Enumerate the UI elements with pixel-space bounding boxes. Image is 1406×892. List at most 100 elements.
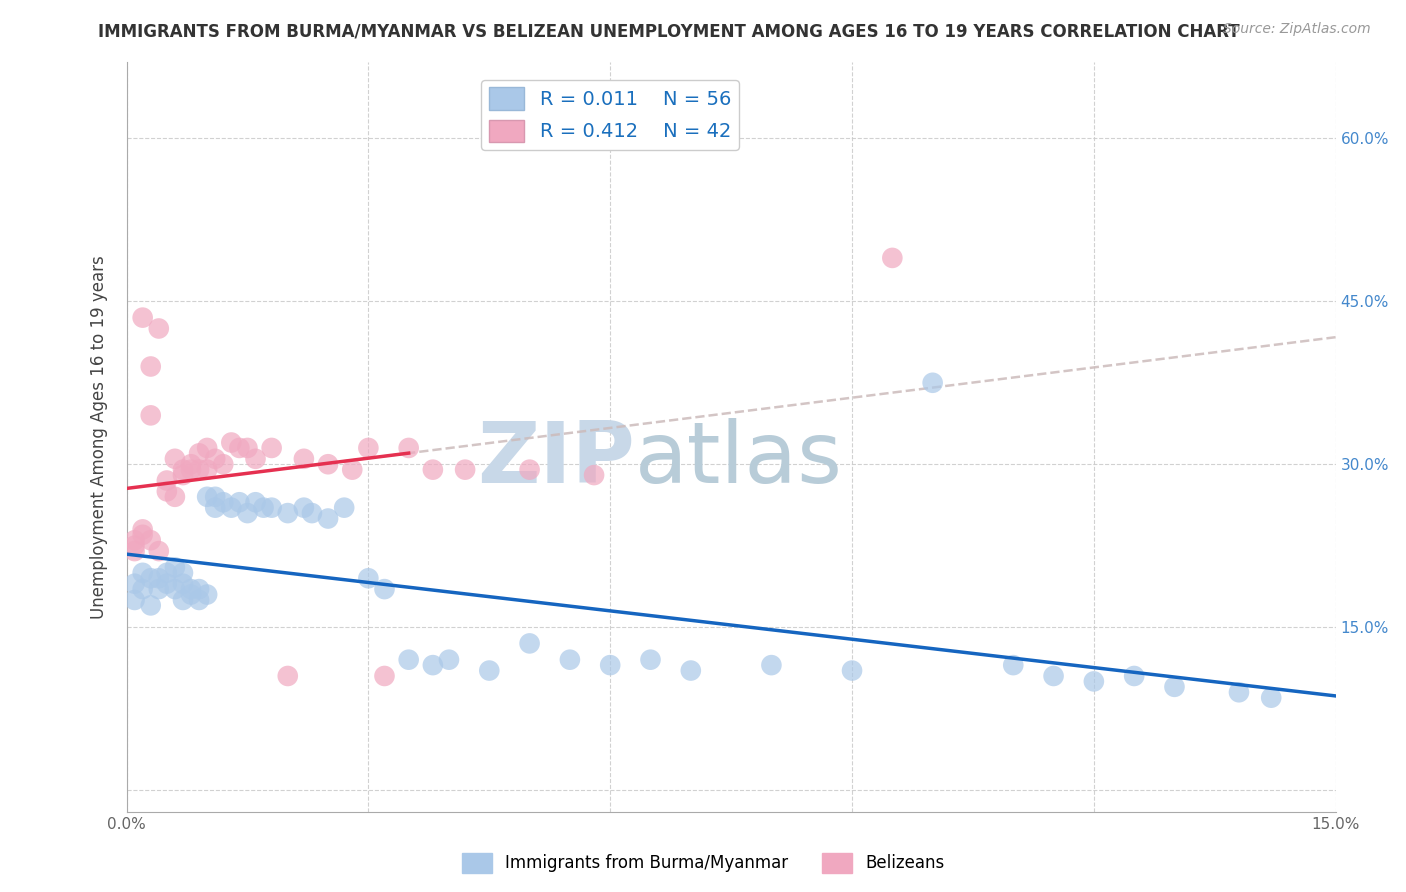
Point <box>583 468 606 483</box>
Point <box>204 451 226 466</box>
Point <box>163 490 186 504</box>
Point <box>172 576 194 591</box>
Point <box>1260 690 1282 705</box>
Point <box>172 566 194 580</box>
Point <box>163 582 186 596</box>
Legend: Immigrants from Burma/Myanmar, Belizeans: Immigrants from Burma/Myanmar, Belizeans <box>456 847 950 880</box>
Point <box>316 457 339 471</box>
Point <box>195 490 218 504</box>
Point <box>761 658 783 673</box>
Point <box>172 593 194 607</box>
Point <box>188 582 211 596</box>
Point <box>1163 680 1185 694</box>
Point <box>558 653 581 667</box>
Point <box>260 500 283 515</box>
Text: Source: ZipAtlas.com: Source: ZipAtlas.com <box>1223 22 1371 37</box>
Point <box>180 582 202 596</box>
Point <box>236 441 259 455</box>
Point <box>131 566 153 580</box>
Point <box>316 511 339 525</box>
Point <box>437 653 460 667</box>
Point <box>292 451 315 466</box>
Point <box>180 457 202 471</box>
Point <box>841 664 863 678</box>
Point <box>519 636 541 650</box>
Point <box>180 463 202 477</box>
Point <box>1083 674 1105 689</box>
Point <box>148 544 170 558</box>
Point <box>1123 669 1146 683</box>
Point <box>131 582 153 596</box>
Point <box>882 251 904 265</box>
Point <box>1227 685 1250 699</box>
Point <box>131 310 153 325</box>
Point <box>236 506 259 520</box>
Point <box>124 576 146 591</box>
Point <box>188 593 211 607</box>
Point <box>228 495 250 509</box>
Text: atlas: atlas <box>634 418 842 501</box>
Text: ZIP: ZIP <box>477 418 634 501</box>
Point <box>148 321 170 335</box>
Point <box>163 451 186 466</box>
Point <box>1042 669 1064 683</box>
Point <box>204 490 226 504</box>
Point <box>357 571 380 585</box>
Point <box>172 468 194 483</box>
Point <box>163 560 186 574</box>
Point <box>195 441 218 455</box>
Point <box>188 463 211 477</box>
Point <box>1002 658 1025 673</box>
Y-axis label: Unemployment Among Ages 16 to 19 years: Unemployment Among Ages 16 to 19 years <box>90 255 108 619</box>
Point <box>454 463 477 477</box>
Point <box>124 533 146 548</box>
Point <box>139 571 162 585</box>
Point <box>195 463 218 477</box>
Point <box>124 544 146 558</box>
Text: IMMIGRANTS FROM BURMA/MYANMAR VS BELIZEAN UNEMPLOYMENT AMONG AGES 16 TO 19 YEARS: IMMIGRANTS FROM BURMA/MYANMAR VS BELIZEA… <box>98 22 1240 40</box>
Point <box>252 500 274 515</box>
Point <box>156 474 179 488</box>
Point <box>599 658 621 673</box>
Point <box>221 500 243 515</box>
Point <box>245 495 267 509</box>
Point <box>422 658 444 673</box>
Point <box>398 441 420 455</box>
Point <box>195 588 218 602</box>
Point <box>301 506 323 520</box>
Point <box>228 441 250 455</box>
Point <box>139 359 162 374</box>
Point <box>478 664 501 678</box>
Point <box>180 588 202 602</box>
Point <box>212 495 235 509</box>
Point <box>139 409 162 423</box>
Point <box>131 522 153 536</box>
Point <box>679 664 702 678</box>
Point <box>921 376 943 390</box>
Point <box>204 500 226 515</box>
Point <box>519 463 541 477</box>
Point <box>398 653 420 667</box>
Point <box>292 500 315 515</box>
Point <box>422 463 444 477</box>
Point <box>156 566 179 580</box>
Point <box>124 539 146 553</box>
Point <box>221 435 243 450</box>
Point <box>148 571 170 585</box>
Point <box>156 484 179 499</box>
Point <box>131 528 153 542</box>
Point <box>333 500 356 515</box>
Point <box>373 669 395 683</box>
Point <box>212 457 235 471</box>
Point <box>373 582 395 596</box>
Point <box>188 446 211 460</box>
Point <box>172 463 194 477</box>
Point <box>640 653 662 667</box>
Point <box>156 576 179 591</box>
Point <box>148 582 170 596</box>
Point <box>245 451 267 466</box>
Legend: R = 0.011    N = 56, R = 0.412    N = 42: R = 0.011 N = 56, R = 0.412 N = 42 <box>481 79 740 150</box>
Point <box>277 669 299 683</box>
Point <box>124 593 146 607</box>
Point <box>260 441 283 455</box>
